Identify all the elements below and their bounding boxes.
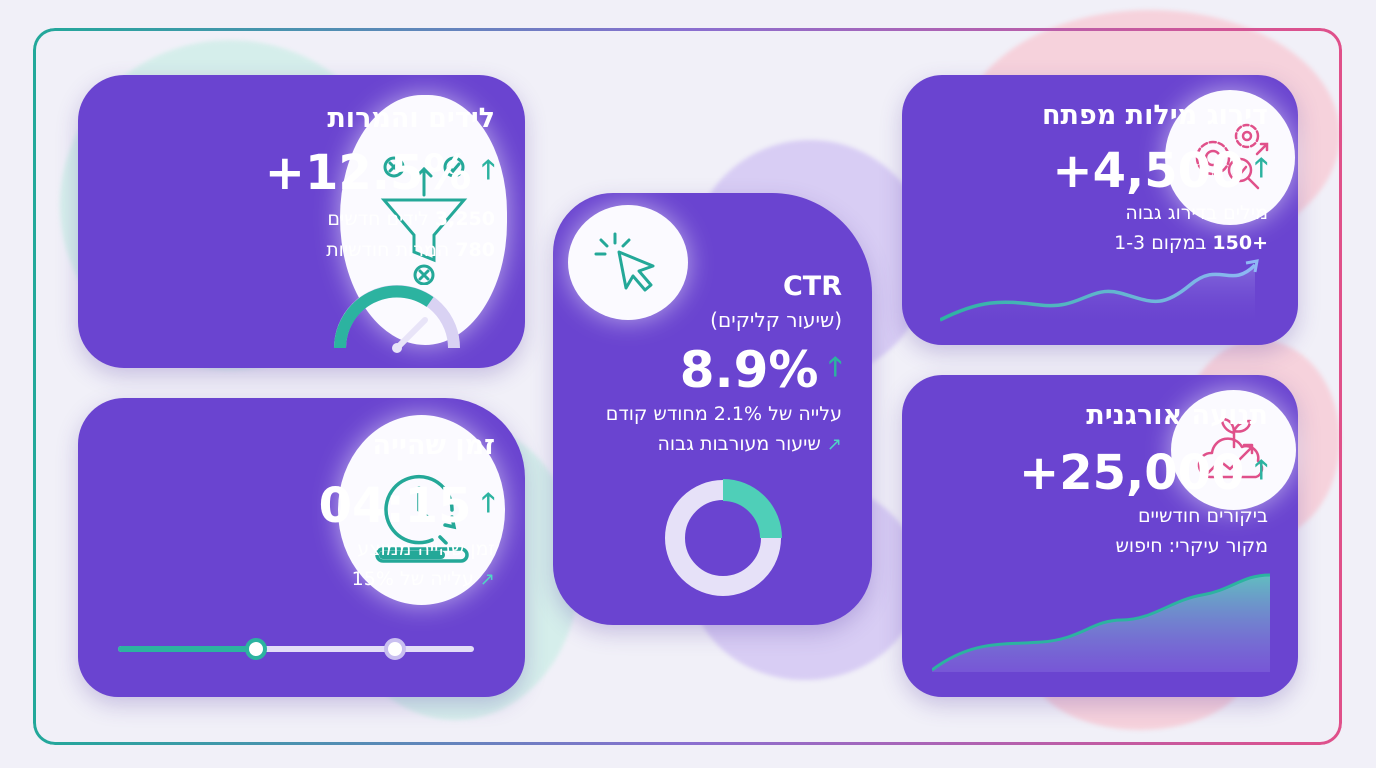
keywords-value: +4,500 🡑 xyxy=(1052,143,1268,199)
time-increase: עלייה של 15% xyxy=(351,568,474,590)
donut-chart xyxy=(665,479,782,596)
arrow-up-icon: 🡑 xyxy=(481,488,495,518)
organic-area-chart xyxy=(932,573,1271,672)
cursor-click-icon xyxy=(568,205,688,320)
keywords-line2: +150 במקום 1-3 xyxy=(1114,232,1268,254)
gears-icon xyxy=(1165,90,1295,225)
time-line2: ↗ עלייה של 15% xyxy=(352,568,495,590)
slider-handle[interactable] xyxy=(384,638,406,660)
arrow-up-icon: 🡑 xyxy=(1254,153,1268,183)
arrow-up-icon: 🡑 xyxy=(1254,455,1268,485)
organic-value: +25,000 🡑 xyxy=(1019,445,1268,501)
time-title: זמן שהייה xyxy=(372,430,496,461)
keywords-trend-line xyxy=(940,259,1259,327)
clock-icon xyxy=(338,415,505,605)
ctr-engagement: שיעור מעורבות גבוה xyxy=(657,433,821,455)
organic-title: תנועה אורגנית xyxy=(1086,400,1268,431)
ctr-card: CTR (שיעור קליקים) 8.9% 🡑 עלייה של 2.1% מ… xyxy=(553,193,872,625)
ctr-title: CTR xyxy=(782,271,842,302)
keywords-line1: מילים בדירוג גבוה xyxy=(1125,202,1268,224)
organic-value-text: +25,000 xyxy=(1019,445,1245,501)
ctr-line2: ↗ שיעור מעורבות גבוה xyxy=(658,433,842,455)
leads-count: 3,250 xyxy=(434,208,495,230)
time-slider[interactable] xyxy=(118,638,474,660)
time-value: 04:15 🡑 xyxy=(319,478,495,534)
slider-handle[interactable] xyxy=(245,638,267,660)
time-card: זמן שהייה 04:15 🡑 זמן שהייה ממוצע ↗ עלייה… xyxy=(78,398,525,697)
conversions-label: המרות חודשיות xyxy=(326,239,450,261)
time-value-text: 04:15 xyxy=(318,478,472,534)
gauge xyxy=(334,285,460,353)
leads-label: לידים חדשים xyxy=(327,208,429,230)
organic-line1: ביקורים חודשיים xyxy=(1137,505,1268,527)
slider-fill xyxy=(118,646,255,652)
ctr-value: 8.9% 🡑 xyxy=(680,341,842,399)
top-keywords-count: +150 xyxy=(1212,232,1268,254)
leads-value-text: +12.5% xyxy=(264,145,472,201)
organic-line2: מקור עיקרי: חיפוש xyxy=(1115,535,1268,557)
ctr-subtitle: (שיעור קליקים) xyxy=(710,308,842,332)
plant-growth-icon xyxy=(1171,390,1296,510)
time-line1: זמן שהייה ממוצע xyxy=(357,538,495,560)
leads-value: +12.5% 🡑 xyxy=(265,145,495,201)
keywords-card: דירוג מילות מפתח +4,500 🡑 מילים בדירוג גב… xyxy=(902,75,1298,345)
leads-line1: 3,250 לידים חדשים xyxy=(327,208,495,230)
leads-title: לידים והמרות xyxy=(327,103,495,134)
keywords-title: דירוג מילות מפתח xyxy=(1041,100,1268,131)
leads-line2: 780 המרות חודשיות xyxy=(326,239,495,261)
ctr-line1: עלייה של 2.1% מחודש קודם xyxy=(605,403,842,425)
trend-up-icon: ↗ xyxy=(479,569,495,590)
ctr-value-text: 8.9% xyxy=(679,341,819,399)
conversions-count: 780 xyxy=(455,239,495,261)
leads-card: לידים והמרות +12.5% 🡑 3,250 לידים חדשים 7… xyxy=(78,75,525,368)
top-keywords-label: במקום 1-3 xyxy=(1114,232,1207,254)
organic-card: תנועה אורגנית +25,000 🡑 ביקורים חודשיים מ… xyxy=(902,375,1298,697)
arrow-up-icon: 🡑 xyxy=(481,155,495,185)
trend-up-icon: ↗ xyxy=(826,434,842,455)
arrow-up-icon: 🡑 xyxy=(828,352,842,382)
keywords-value-text: +4,500 xyxy=(1052,143,1245,199)
